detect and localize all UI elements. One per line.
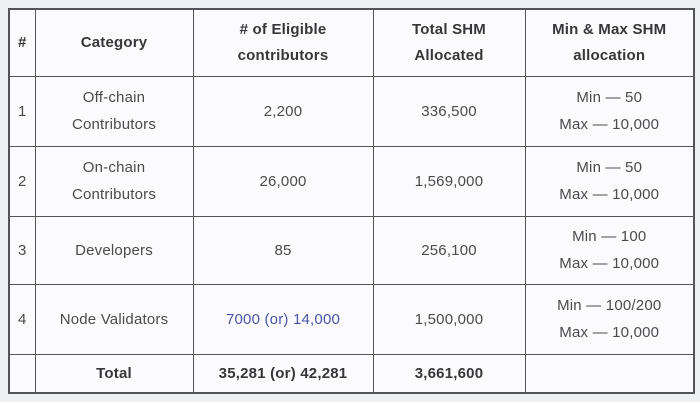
cell-row2-category-line1: On-chain	[82, 159, 146, 176]
cell-row2-category-line2: Contributors	[71, 186, 157, 203]
cell-row4-number: 4	[8, 283, 36, 355]
cell-total-label: Total	[34, 353, 194, 394]
cell-row4-eligible-highlighted: 7000 (or) 14,000	[192, 283, 374, 355]
table-row-onchain: 2 On-chain Contributors 26,000 1,569,000…	[8, 145, 695, 217]
cell-total-number-empty	[8, 353, 36, 394]
header-total-line2: Allocated	[414, 46, 484, 64]
cell-total-shm: 3,661,600	[372, 353, 526, 394]
cell-row1-total: 336,500	[372, 75, 526, 147]
header-total-shm: Total SHM Allocated	[372, 8, 526, 77]
cell-row2-total: 1,569,000	[372, 145, 526, 217]
cell-row3-number: 3	[8, 215, 36, 285]
cell-row1-minmax: Min — 50 Max — 10,000	[524, 75, 695, 147]
cell-row3-category-line1: Developers	[75, 241, 153, 259]
cell-row1-max: Max — 10,000	[559, 116, 660, 133]
cell-row4-category: Node Validators	[34, 283, 194, 355]
cell-row4-min: Min — 100/200	[557, 297, 662, 314]
header-minmax-line1: Min & Max SHM	[552, 20, 667, 38]
table-row-offchain: 1 Off-chain Contributors 2,200 336,500 M…	[8, 75, 695, 147]
header-minmax-line2: allocation	[573, 46, 646, 64]
table-total-row: Total 35,281 (or) 42,281 3,661,600	[8, 353, 695, 394]
table-row-developers: 3 Developers 85 256,100 Min — 100 Max — …	[8, 215, 695, 285]
cell-row3-category: Developers	[34, 215, 194, 285]
cell-row1-eligible: 2,200	[192, 75, 374, 147]
cell-row4-total: 1,500,000	[372, 283, 526, 355]
header-number-label: #	[17, 33, 27, 51]
cell-total-minmax-empty	[524, 353, 695, 394]
cell-row4-category-line1: Node Validators	[59, 310, 169, 328]
table-header-row: # Category # of Eligible contributors To…	[8, 8, 695, 77]
table-row-node-validators: 4 Node Validators 7000 (or) 14,000 1,500…	[8, 283, 695, 355]
shm-allocation-table: # Category # of Eligible contributors To…	[8, 8, 695, 394]
header-category: Category	[34, 8, 194, 77]
cell-row3-min: Min — 100	[572, 228, 647, 245]
cell-row2-eligible: 26,000	[192, 145, 374, 217]
header-min-max: Min & Max SHM allocation	[524, 8, 695, 77]
cell-row1-category: Off-chain Contributors	[34, 75, 194, 147]
cell-row2-min: Min — 50	[576, 159, 643, 176]
cell-row1-min: Min — 50	[576, 89, 643, 106]
header-eligible-line1: # of Eligible	[239, 20, 327, 38]
cell-row3-total: 256,100	[372, 215, 526, 285]
header-eligible-contributors: # of Eligible contributors	[192, 8, 374, 77]
header-eligible-line2: contributors	[237, 46, 329, 64]
cell-total-eligible: 35,281 (or) 42,281	[192, 353, 374, 394]
cell-row1-category-line1: Off-chain	[82, 89, 146, 106]
cell-row4-minmax: Min — 100/200 Max — 10,000	[524, 283, 695, 355]
cell-row3-minmax: Min — 100 Max — 10,000	[524, 215, 695, 285]
cell-row2-max: Max — 10,000	[559, 186, 660, 203]
cell-row4-max: Max — 10,000	[559, 324, 660, 341]
cell-row3-max: Max — 10,000	[559, 255, 660, 272]
cell-row2-category: On-chain Contributors	[34, 145, 194, 217]
cell-row3-eligible: 85	[192, 215, 374, 285]
header-category-label: Category	[80, 33, 148, 51]
cell-row2-number: 2	[8, 145, 36, 217]
header-total-line1: Total SHM	[411, 20, 487, 38]
header-number: #	[8, 8, 36, 77]
cell-row1-category-line2: Contributors	[71, 116, 157, 133]
cell-row2-minmax: Min — 50 Max — 10,000	[524, 145, 695, 217]
cell-row1-number: 1	[8, 75, 36, 147]
